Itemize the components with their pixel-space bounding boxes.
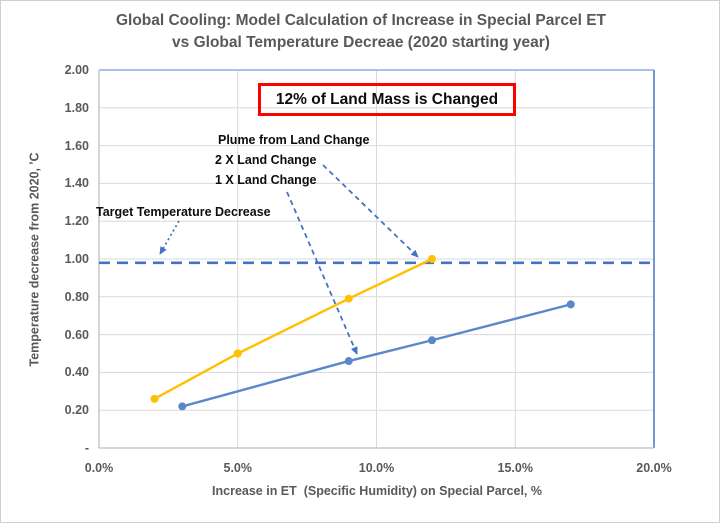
plume-label: Plume from Land Change	[218, 133, 370, 147]
y-tick-label: 1.60	[64, 138, 89, 153]
y-tick-label: 2.00	[64, 63, 89, 77]
data-point-2x	[233, 349, 242, 358]
chart-title-line2: vs Global Temperature Decreae (2020 star…	[172, 34, 550, 51]
series-label-block: Plume from Land Change 2 X Land Change 1…	[215, 130, 369, 190]
y-tick-label: 0.80	[64, 289, 89, 304]
x-tick-label: 15.0%	[497, 461, 533, 475]
data-point-1x	[178, 402, 187, 411]
x-tick-label: 10.0%	[358, 461, 395, 475]
y-tick-label: 1.00	[64, 252, 89, 266]
series-line-1x	[181, 303, 572, 408]
arrow-1x-to-blue-line	[286, 191, 358, 355]
land-mass-callout-text: 12% of Land Mass is Changed	[275, 90, 499, 108]
y-tick-label: 0.20	[64, 403, 89, 418]
x-tick-label: 0.0%	[84, 461, 114, 475]
land-mass-callout-box: 12% of Land Mass is Changed	[258, 83, 516, 116]
x-tick-label: 5.0%	[223, 461, 253, 475]
y-tick-label: 0.40	[64, 365, 89, 380]
target-temperature-label: Target Temperature Decrease	[96, 205, 271, 219]
data-point-1x	[428, 336, 436, 345]
data-point-2x	[344, 294, 353, 303]
series-label-1x: 1 X Land Change	[215, 173, 317, 187]
y-tick-label: 1.80	[64, 100, 89, 115]
y-tick-label: -	[84, 441, 89, 455]
data-point-2x	[428, 255, 436, 263]
chart-title: Global Cooling: Model Calculation of Inc…	[1, 10, 719, 54]
series-line-2x	[153, 257, 433, 400]
arrow-target-label-to-line	[159, 220, 180, 255]
y-tick-label: 1.40	[64, 176, 89, 191]
y-tick-label: 1.20	[64, 214, 89, 229]
arrow-2x-to-gold-line	[322, 164, 419, 258]
data-point-1x	[344, 357, 353, 366]
x-tick-label: 20.0%	[636, 461, 672, 475]
data-point-1x	[566, 300, 575, 309]
data-point-2x	[150, 394, 159, 403]
series-label-2x: 2 X Land Change	[215, 153, 317, 167]
x-axis-title: Increase in ET (Specific Humidity) on Sp…	[212, 484, 542, 498]
y-tick-label: 0.60	[64, 327, 89, 342]
chart-title-line1: Global Cooling: Model Calculation of Inc…	[115, 12, 607, 29]
